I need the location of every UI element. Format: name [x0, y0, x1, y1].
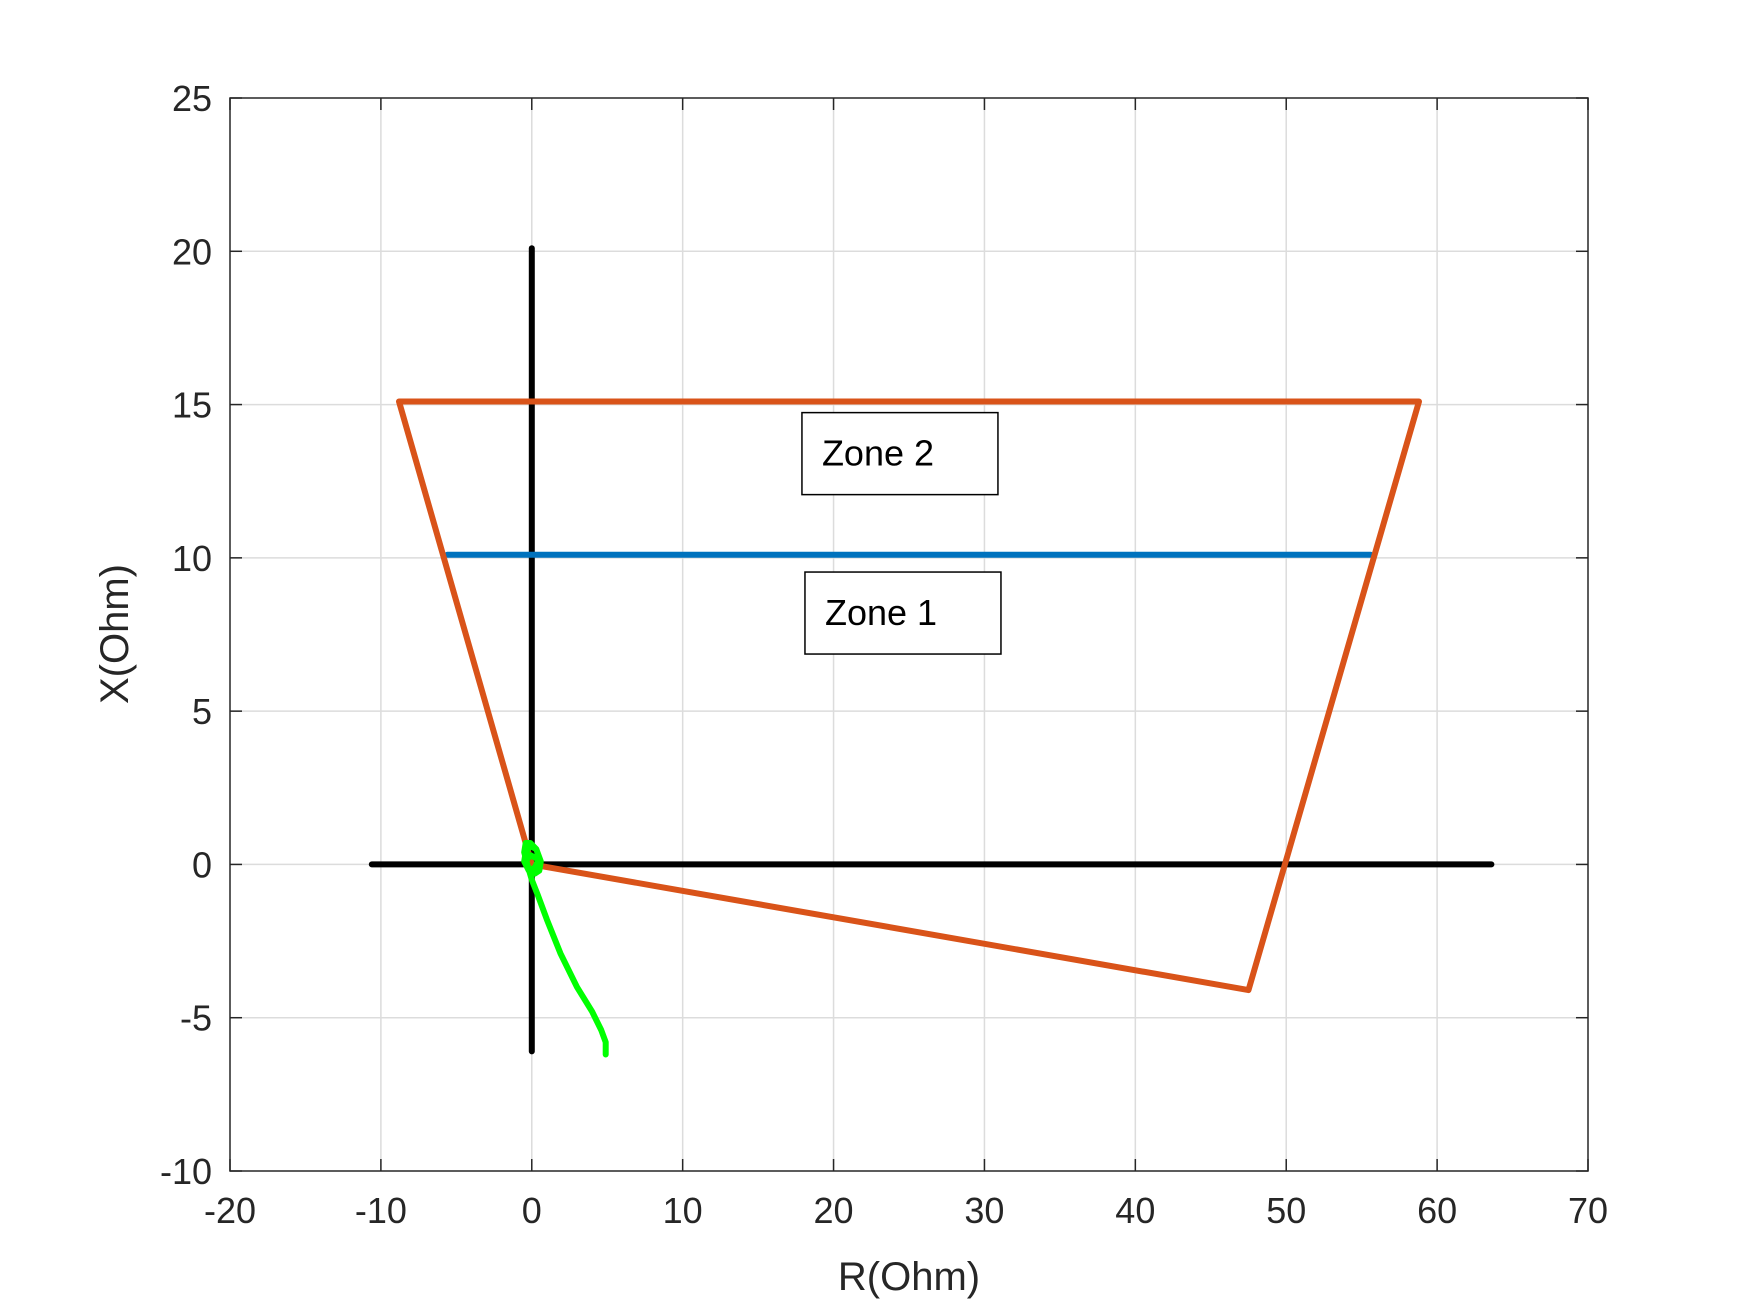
zone-label-text: Zone 2 [822, 433, 934, 474]
x-tick-label: 20 [814, 1190, 854, 1231]
series-impedance-trajectory [521, 840, 609, 1058]
y-tick-label: 20 [172, 231, 212, 272]
x-tick-label: 40 [1115, 1190, 1155, 1231]
annotations: Zone 2 Zone 1 [801, 411, 1002, 655]
x-tick-label: 0 [522, 1190, 542, 1231]
zone-label-box [801, 411, 999, 496]
plot-frame [229, 97, 1589, 1172]
series-layer [368, 245, 1495, 1058]
y-tick-label: 25 [172, 78, 212, 119]
x-tick-label: 50 [1266, 1190, 1306, 1231]
x-tick-label: 70 [1568, 1190, 1608, 1231]
y-tick-label: -5 [180, 998, 212, 1039]
x-tick-label: 10 [663, 1190, 703, 1231]
x-axis-label: R(Ohm) [838, 1255, 980, 1299]
y-tick-label: 10 [172, 538, 212, 579]
zone-label-text: Zone 1 [825, 592, 937, 633]
y-tick-label: 5 [192, 691, 212, 732]
x-tick-label: 30 [964, 1190, 1004, 1231]
series-zone2-boundary [396, 398, 1422, 994]
y-axis-label: X(Ohm) [93, 564, 137, 704]
x-tick-label: -10 [355, 1190, 407, 1231]
y-tick-label: 0 [192, 844, 212, 885]
zone-label-box [804, 571, 1002, 655]
x-tick-label: 60 [1417, 1190, 1457, 1231]
x-tick-label: -20 [204, 1190, 256, 1231]
y-tick-label: 15 [172, 385, 212, 426]
y-tick-label: -10 [160, 1151, 212, 1192]
